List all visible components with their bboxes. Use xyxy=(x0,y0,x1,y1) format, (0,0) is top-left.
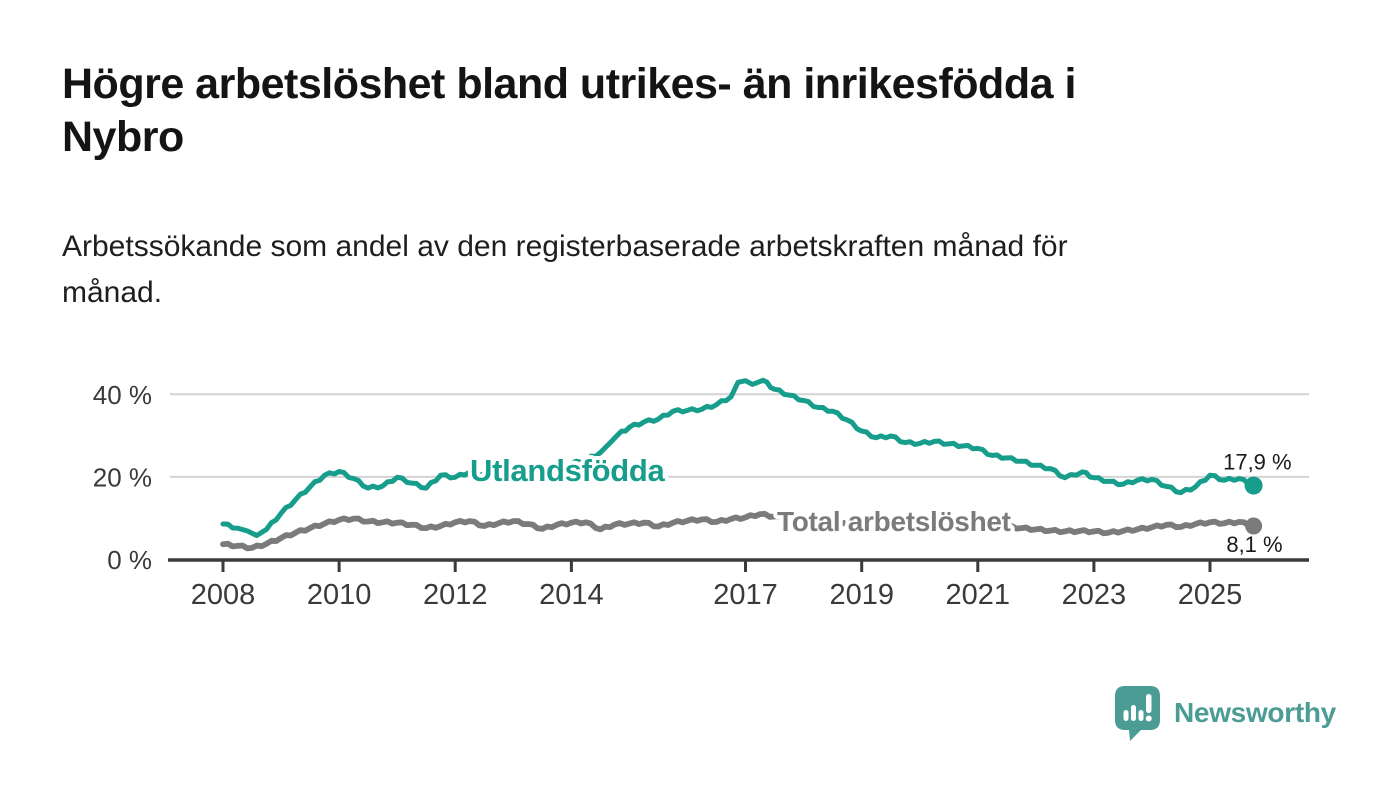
newsworthy-logo-icon xyxy=(1115,685,1160,741)
series-lines xyxy=(220,377,1263,552)
series-end-dot-utlandsfodda xyxy=(1244,476,1263,495)
series-end-value-total: 8,1 % xyxy=(1226,532,1282,557)
series-end-value-utlandsfodda: 17,9 % xyxy=(1223,450,1292,475)
series-end-dot-total xyxy=(1245,517,1263,535)
x-axis-tick-label: 2008 xyxy=(191,579,256,611)
chart-labels: 0 % 20 % 40 % 2008 2010 2012 2014 2017 2019 2021 2… xyxy=(93,380,1294,611)
newsworthy-logo-text: Newsworthy xyxy=(1174,697,1336,728)
series-label-utlandsfodda: Utlandsfödda xyxy=(470,453,666,488)
x-axis-tick-label: 2010 xyxy=(307,579,372,611)
y-axis-tick-label: 40 % xyxy=(93,380,152,410)
x-axis-tick-label: 2012 xyxy=(423,579,488,611)
x-axis-tick-label: 2021 xyxy=(946,579,1011,611)
newsworthy-logo: Newsworthy xyxy=(1114,684,1336,742)
x-axis xyxy=(168,558,1309,572)
chart-title-line2: Nybro xyxy=(62,113,184,161)
x-axis-tick-label: 2017 xyxy=(713,579,778,611)
series-label-total: Total arbetslöshet xyxy=(777,506,1011,537)
x-axis-tick-label: 2023 xyxy=(1062,579,1127,611)
y-axis-tick-label: 0 % xyxy=(107,545,152,575)
chart-title-line1: Högre arbetslöshet bland utrikes- än inr… xyxy=(62,60,1076,108)
chart-subtitle-line2: månad. xyxy=(62,276,163,309)
series-line-total xyxy=(220,511,1257,552)
chart-subtitle: Arbetssökande som andel av den registerb… xyxy=(62,224,1342,316)
y-axis-tick-label: 20 % xyxy=(93,462,152,492)
gridlines xyxy=(170,393,1309,478)
chart-subtitle-line1: Arbetssökande som andel av den registerb… xyxy=(62,230,1068,263)
series-line-utlandsfodda xyxy=(220,377,1257,538)
x-axis-tick-label: 2019 xyxy=(829,579,894,611)
chart-title: Högre arbetslöshet bland utrikes- än inr… xyxy=(62,58,1342,164)
x-axis-tick-label: 2014 xyxy=(539,579,604,611)
x-axis-tick-label: 2025 xyxy=(1178,579,1243,611)
